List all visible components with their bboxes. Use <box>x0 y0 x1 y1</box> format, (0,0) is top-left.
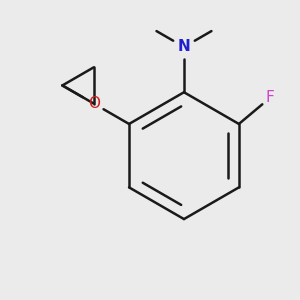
Text: F: F <box>266 90 274 105</box>
Text: O: O <box>88 96 100 111</box>
Text: N: N <box>178 39 190 54</box>
